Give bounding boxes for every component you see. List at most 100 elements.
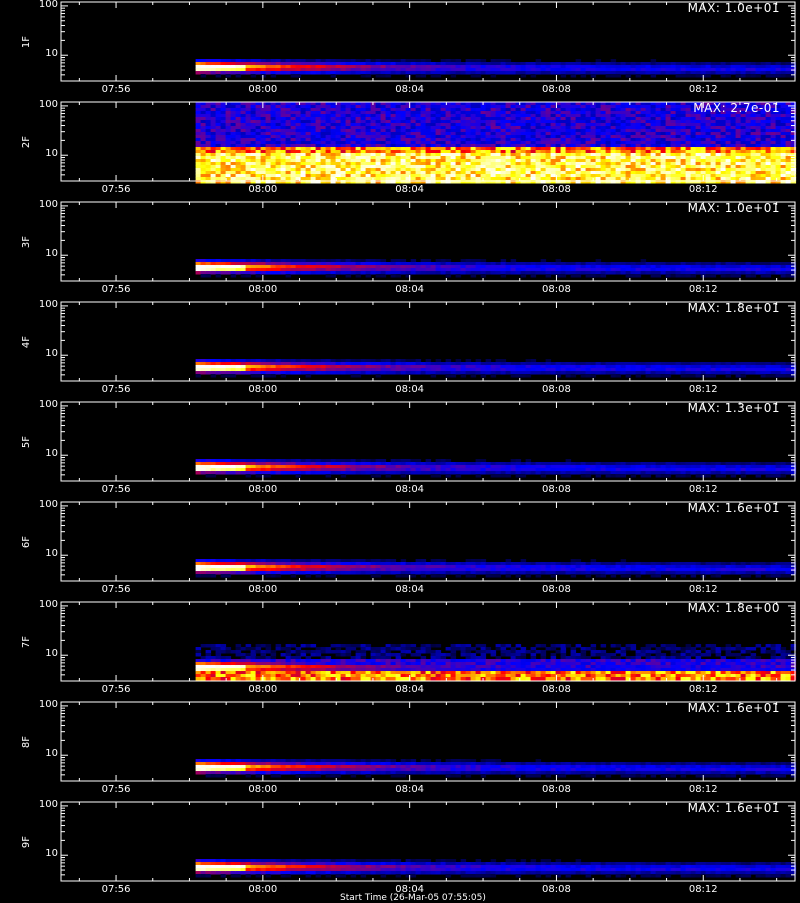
heatmap-cell (236, 120, 242, 124)
heatmap-cell (661, 174, 667, 178)
heatmap-cell (491, 171, 497, 175)
heatmap-cell (541, 102, 547, 106)
heatmap-cell (476, 162, 482, 166)
heatmap-cell (731, 162, 737, 166)
heatmap-cell (616, 171, 622, 175)
heatmap-cell (591, 120, 597, 124)
heatmap-cell (231, 159, 237, 163)
heatmap-cell (616, 141, 622, 145)
heatmap-cell (766, 141, 772, 145)
heatmap-cell (556, 153, 562, 157)
heatmap-cell (286, 59, 292, 63)
heatmap-cell (756, 117, 762, 121)
heatmap-cell (231, 368, 237, 372)
heatmap-cell (301, 129, 307, 133)
heatmap-cell (656, 62, 662, 66)
heatmap-cell (396, 120, 402, 124)
heatmap-cell (246, 141, 252, 145)
heatmap-cell (206, 371, 212, 375)
heatmap-cell (216, 71, 222, 75)
heatmap-cell (586, 105, 592, 109)
heatmap-cell (441, 108, 447, 112)
heatmap-cell (376, 153, 382, 157)
heatmap-cell (666, 117, 672, 121)
heatmap-cell (421, 265, 427, 269)
heatmap-cell (391, 108, 397, 112)
heatmap-cell (571, 138, 577, 142)
heatmap-cell (306, 156, 312, 160)
heatmap-cell (281, 259, 287, 263)
heatmap-cell (256, 129, 262, 133)
heatmap-cell (621, 68, 627, 72)
heatmap-cell (726, 132, 732, 136)
heatmap-cell (486, 168, 492, 172)
heatmap-cell (466, 265, 472, 269)
heatmap-cell (361, 132, 367, 136)
heatmap-cell (321, 138, 327, 142)
heatmap-cell (221, 150, 227, 154)
heatmap-cell (296, 74, 302, 78)
heatmap-cell (306, 374, 312, 378)
heatmap-cell (761, 129, 767, 133)
heatmap-cell (231, 144, 237, 148)
heatmap-cell (331, 108, 337, 112)
heatmap-cell (661, 138, 667, 142)
heatmap-cell (761, 144, 767, 148)
heatmap-cell (286, 144, 292, 148)
heatmap-cell (531, 126, 537, 130)
heatmap-cell (506, 171, 512, 175)
heatmap-cell (601, 150, 607, 154)
heatmap-cell (411, 126, 417, 130)
heatmap-cell (611, 120, 617, 124)
heatmap-cell (446, 374, 452, 378)
heatmap-cell (201, 120, 207, 124)
heatmap-cell (361, 165, 367, 169)
heatmap-cell (441, 150, 447, 154)
heatmap-cell (476, 123, 482, 127)
heatmap-cell (606, 177, 612, 181)
heatmap-cell (491, 68, 497, 72)
heatmap-cell (656, 265, 662, 269)
heatmap-cell (386, 177, 392, 181)
heatmap-cell (636, 126, 642, 130)
heatmap-cell (431, 171, 437, 175)
heatmap-cell (301, 111, 307, 115)
heatmap-cell (281, 132, 287, 136)
heatmap-cell (726, 120, 732, 124)
heatmap-cell (426, 153, 432, 157)
heatmap-cell (561, 144, 567, 148)
heatmap-cell (561, 262, 567, 266)
heatmap-cell (531, 168, 537, 172)
heatmap-cell (786, 268, 792, 272)
heatmap-cell (651, 141, 657, 145)
heatmap-cell (651, 74, 657, 78)
heatmap-cell (661, 120, 667, 124)
heatmap-cell (351, 62, 357, 66)
heatmap-cell (321, 147, 327, 151)
heatmap-cell (226, 174, 232, 178)
heatmap-cell (466, 368, 472, 372)
heatmap-cell (661, 144, 667, 148)
heatmap-cell (676, 177, 682, 181)
heatmap-cell (431, 141, 437, 145)
heatmap-cell (631, 111, 637, 115)
heatmap-cell (731, 138, 737, 142)
heatmap-cell (326, 165, 332, 169)
heatmap-cell (336, 123, 342, 127)
heatmap-cell (406, 274, 412, 278)
heatmap-cell (736, 274, 742, 278)
heatmap-cell (556, 168, 562, 172)
heatmap-cell (676, 126, 682, 130)
heatmap-cell (361, 123, 367, 127)
heatmap-cell (661, 162, 667, 166)
heatmap-cell (226, 138, 232, 142)
heatmap-cell (506, 177, 512, 181)
heatmap-cell (511, 144, 516, 148)
heatmap-cell (671, 117, 677, 121)
heatmap-cell (341, 359, 347, 363)
heatmap-cell (691, 262, 697, 266)
heatmap-cell (491, 165, 497, 169)
heatmap-cell (266, 259, 272, 263)
heatmap-cell (621, 62, 627, 66)
heatmap-cell (266, 365, 272, 369)
